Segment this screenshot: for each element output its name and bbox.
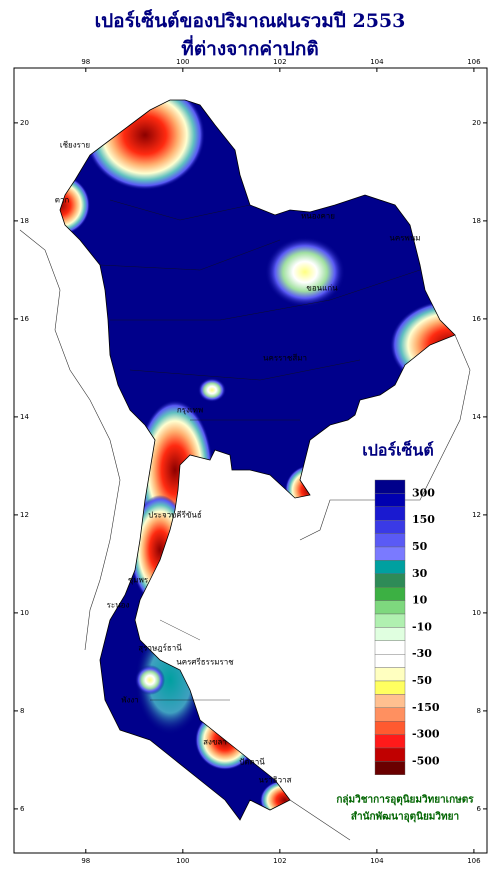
- title-line: เปอร์เซ็นต์ของปริมาณฝนรวมปี 2553: [95, 8, 406, 32]
- x-tick-label: 102: [273, 58, 286, 66]
- place-label: สุราษฎร์ธานี: [138, 643, 182, 653]
- legend-swatch: [374, 600, 406, 615]
- place-label: สงขลา: [203, 738, 227, 747]
- place-label: พังงา: [121, 696, 139, 705]
- legend-label: -10: [412, 620, 432, 633]
- legend-label: 30: [412, 567, 428, 580]
- place-label: ตาก: [55, 196, 70, 205]
- place-label: หนองคาย: [301, 212, 335, 221]
- legend-swatch: [374, 707, 406, 722]
- legend-swatch: [374, 573, 406, 588]
- legend-swatch: [374, 506, 406, 521]
- x-tick-label: 98: [81, 58, 90, 66]
- credit: กลุ่มวิชาการอุตุนิยมวิทยาเกษตร: [336, 794, 474, 806]
- legend-swatch: [374, 667, 406, 682]
- y-tick-label: 14: [20, 413, 29, 421]
- place-label: กรุงเทพ: [177, 406, 203, 415]
- anomaly: [265, 237, 345, 307]
- place-labels: เชียงรายตากหนองคายนครพนมขอนแก่นนครราชสีม…: [55, 141, 421, 785]
- x-tick-label: 104: [370, 58, 384, 66]
- legend: 300 150 50 30 10 -10 -30 -50 -150 -300 -500: [374, 479, 440, 776]
- legend-swatch: [374, 640, 406, 655]
- y-tick-label: 16: [472, 315, 481, 323]
- legend-swatch: [374, 613, 406, 628]
- legend-swatch: [374, 680, 406, 695]
- x-tick-label: 100: [176, 58, 189, 66]
- legend-swatch: [374, 493, 406, 507]
- legend-swatch: [374, 734, 406, 749]
- province-border: [99, 199, 421, 701]
- place-label: ชุมพร: [128, 576, 149, 585]
- legend-label: -150: [412, 701, 440, 714]
- legend-swatch: [374, 627, 406, 642]
- x-tick-label: 102: [273, 857, 286, 865]
- axes: 98 98 100 100 102 102 104 104 106 106 6 6 8 8 10 10 12 12…: [14, 58, 487, 865]
- coastline: [19, 229, 121, 651]
- place-label: ระนอง: [107, 601, 130, 610]
- y-tick-label: 10: [472, 609, 481, 617]
- y-tick-label: 10: [20, 609, 29, 617]
- x-tick-label: 106: [467, 857, 481, 865]
- legend-title: เปอร์เซ็นต์: [362, 439, 433, 460]
- legend-label: -300: [412, 728, 440, 741]
- legend-swatch: [374, 546, 406, 561]
- place-label: นราธิวาส: [258, 776, 291, 785]
- legend-swatch: [374, 761, 406, 776]
- legend-label: 50: [412, 540, 428, 553]
- y-tick-label: 8: [477, 707, 481, 715]
- legend-label: -30: [412, 647, 432, 660]
- y-tick-label: 8: [20, 707, 24, 715]
- place-label: เชียงราย: [60, 141, 90, 150]
- y-tick-label: 18: [472, 217, 481, 225]
- legend-swatch: [374, 587, 406, 601]
- legend-swatch: [374, 721, 406, 735]
- legend-label: -50: [412, 674, 432, 687]
- legend-swatch: [374, 747, 406, 762]
- legend-label: 300: [412, 486, 435, 499]
- anomaly: [198, 378, 226, 402]
- y-tick-label: 12: [20, 511, 29, 519]
- x-tick-label: 104: [370, 857, 384, 865]
- place-label: นครพนม: [389, 234, 420, 243]
- place-label: ปัตตานี: [239, 758, 265, 767]
- legend-swatch: [374, 479, 406, 494]
- y-tick-label: 20: [472, 119, 481, 127]
- legend-swatch: [374, 560, 406, 575]
- y-tick-label: 12: [472, 511, 481, 519]
- place-label: ขอนแก่น: [306, 284, 338, 293]
- coastline: [289, 799, 351, 841]
- legend-label: -500: [412, 754, 440, 767]
- y-tick-label: 18: [20, 217, 29, 225]
- legend-swatch: [374, 694, 406, 709]
- coastline: [299, 334, 471, 541]
- title-line: ที่ต่างจากค่าปกติ: [181, 35, 318, 60]
- x-tick-label: 106: [467, 58, 481, 66]
- x-tick-label: 100: [176, 857, 189, 865]
- legend-label: 10: [412, 594, 428, 607]
- y-tick-label: 6: [477, 805, 482, 813]
- legend-swatch: [374, 533, 406, 548]
- province-borders: [99, 199, 421, 701]
- y-tick-label: 20: [20, 119, 29, 127]
- legend-swatch: [374, 520, 406, 534]
- y-tick-label: 6: [20, 805, 25, 813]
- x-tick-label: 98: [81, 857, 90, 865]
- anomaly: [60, 175, 90, 235]
- place-label: นครศรีธรรมราช: [176, 658, 234, 667]
- y-tick-label: 16: [20, 315, 29, 323]
- credit: สำนักพัฒนาอุตุนิยมวิทยา: [351, 811, 459, 823]
- y-tick-label: 14: [472, 413, 481, 421]
- place-label: ประจวบคีรีขันธ์: [148, 510, 202, 520]
- legend-swatch: [374, 654, 406, 668]
- anomaly: [135, 665, 165, 695]
- legend-label: 150: [412, 513, 435, 526]
- place-label: นครราชสีมา: [263, 354, 307, 363]
